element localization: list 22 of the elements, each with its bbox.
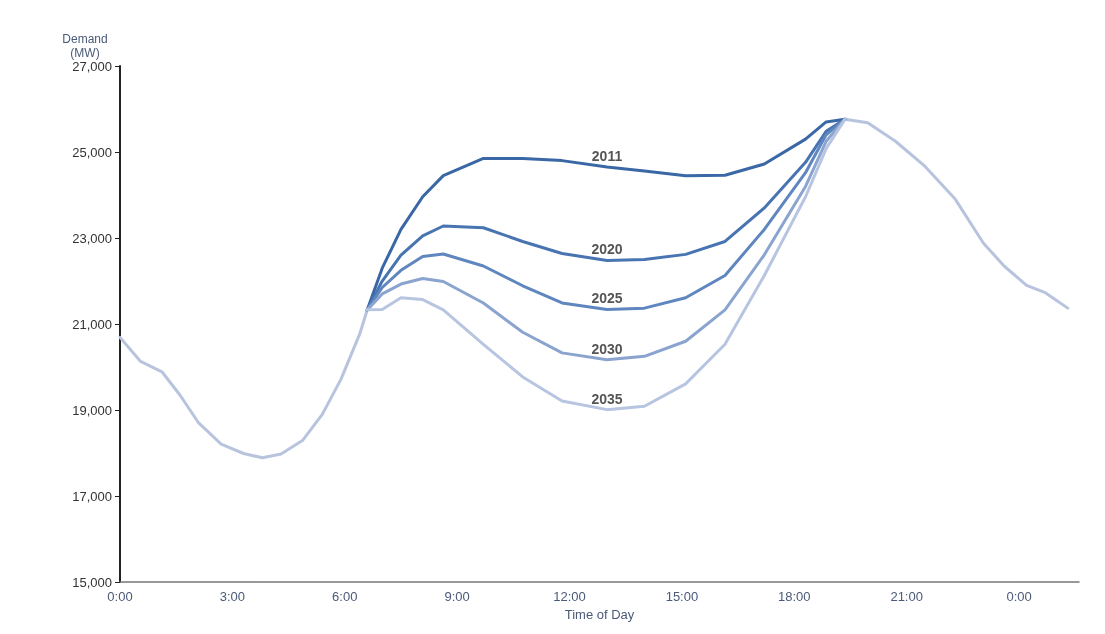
x-tick-label: 15:00: [665, 589, 699, 605]
x-tick-label: 6:00: [332, 589, 358, 605]
x-tick-label: 18:00: [778, 589, 811, 605]
x-tick-label: 0:00: [107, 589, 133, 605]
y-tick-label: 17,000: [72, 488, 112, 504]
y-tick-label: 19,000: [72, 402, 112, 418]
y-axis-title: Demand (MW): [62, 31, 108, 60]
y-tick-label: 23,000: [72, 230, 112, 246]
series-label: 2030: [591, 340, 623, 357]
series-label: 2020: [591, 241, 623, 258]
x-tick-label: 3:00: [219, 589, 246, 605]
y-tick-label: 25,000: [72, 144, 112, 160]
x-tick-label: 0:00: [1006, 589, 1032, 605]
series-label: 2025: [591, 290, 623, 307]
x-tick-label: 9:00: [444, 589, 470, 605]
series-label: 2011: [591, 148, 623, 165]
series-label: 2035: [591, 390, 623, 407]
x-axis-title: Time of Day: [564, 607, 635, 622]
x-tick-label: 21:00: [890, 589, 923, 605]
x-tick-label: 12:00: [553, 589, 586, 605]
y-tick-label: 15,000: [72, 574, 112, 590]
y-tick-label: 21,000: [72, 316, 112, 332]
